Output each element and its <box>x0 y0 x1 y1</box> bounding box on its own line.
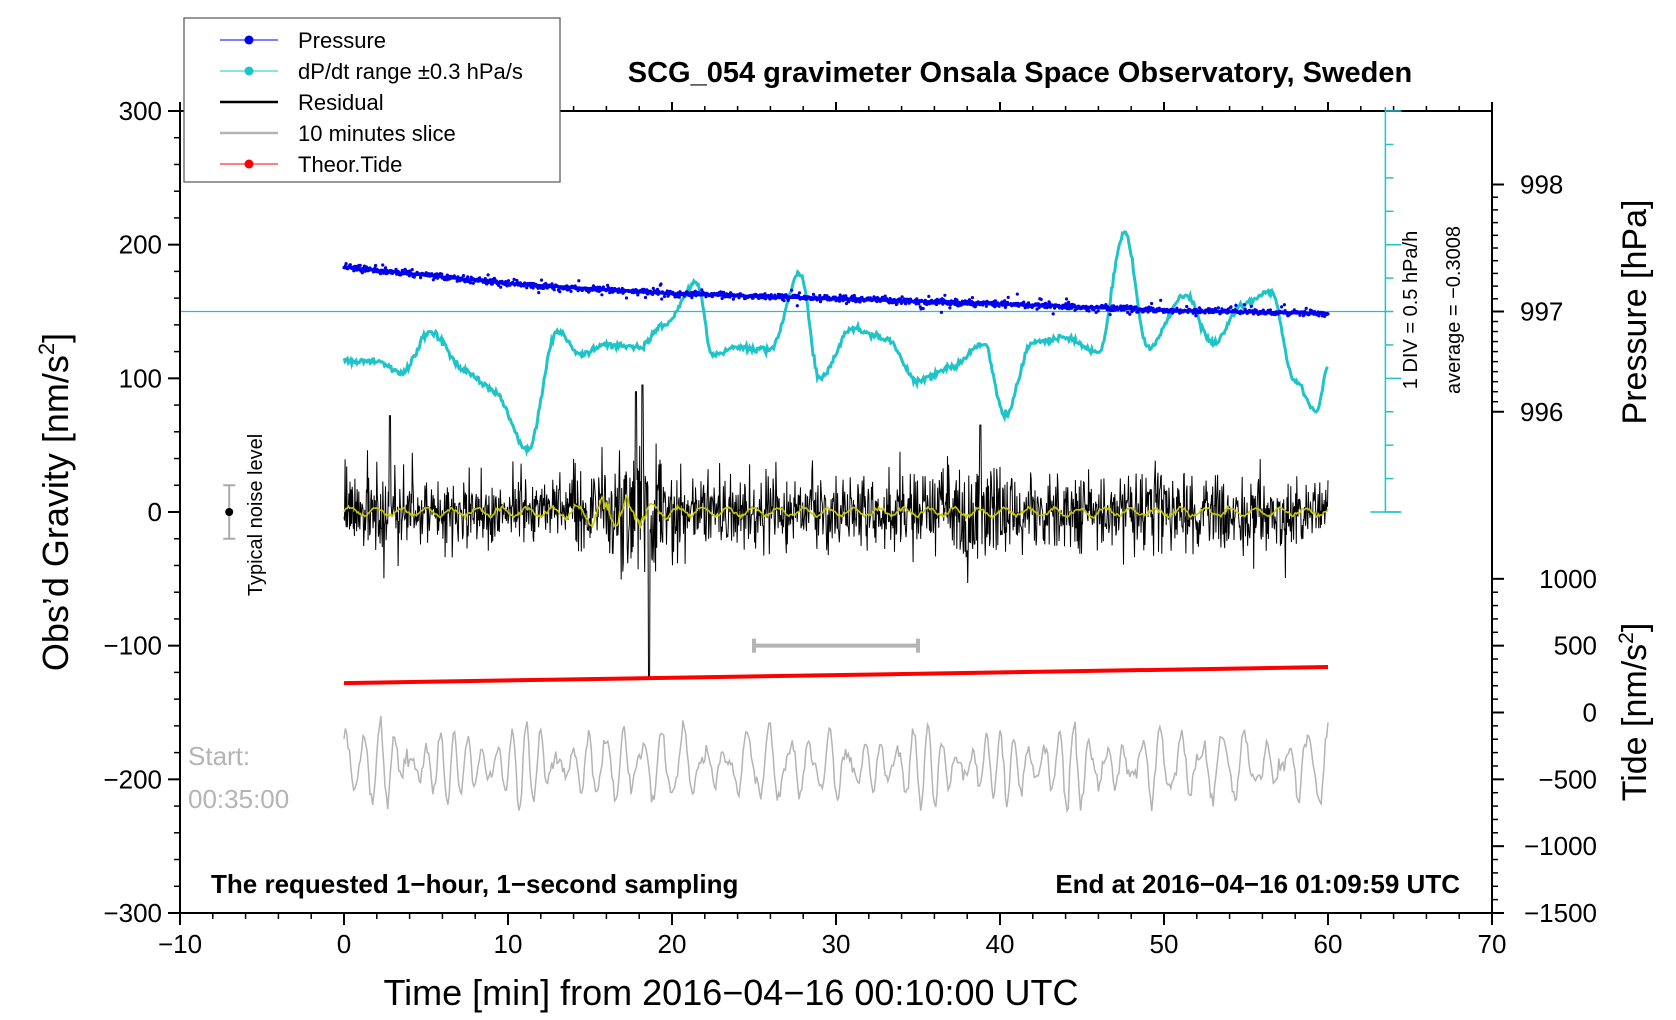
residual-trace <box>343 384 1329 680</box>
start-label: Start: <box>188 741 250 771</box>
pressure-trace <box>342 262 1330 318</box>
div-label: 1 DIV = 0.5 hPa/h <box>1400 231 1422 389</box>
pressure-axis-title: Pressure [hPa] <box>1616 200 1654 425</box>
end-time-label: End at 2016−04−16 01:09:59 UTC <box>1055 869 1460 899</box>
legend-label: Theor.Tide <box>298 152 402 177</box>
noise-label: Typical noise level <box>245 434 267 596</box>
pressure-tick-label: 997 <box>1520 297 1563 327</box>
x-tick-label: 40 <box>986 929 1015 959</box>
legend-label: Pressure <box>298 28 386 53</box>
x-tick-label: 10 <box>494 929 523 959</box>
tide-axis-title-sup: 2 <box>1615 632 1638 644</box>
tide-tick-label: −1000 <box>1524 831 1597 861</box>
sampling-label: The requested 1−hour, 1−second sampling <box>211 869 738 899</box>
start-time: 00:35:00 <box>188 784 289 814</box>
noise-dot <box>225 508 234 516</box>
ten-minute-slice-trace <box>343 715 1329 814</box>
pressure-tick-label: 998 <box>1520 170 1563 200</box>
legend-item: dP/dt range ±0.3 hPa/s <box>220 59 523 84</box>
pressure-line <box>343 265 1329 315</box>
tide-axis-title: Tide [nm/s2] <box>1615 623 1654 802</box>
legend-label: 10 minutes slice <box>298 121 456 146</box>
pressure-tick-label: 996 <box>1520 397 1563 427</box>
y-tick-label: −200 <box>103 764 162 794</box>
legend-item: 10 minutes slice <box>220 121 456 146</box>
y-tick-label: 200 <box>119 230 162 260</box>
x-tick-label: 50 <box>1150 929 1179 959</box>
y-tick-label: 100 <box>119 363 162 393</box>
y-axis-title-left-sup: 2 <box>34 343 59 355</box>
legend-box <box>183 17 561 183</box>
x-tick-label: 70 <box>1478 929 1507 959</box>
tide-tick-label: 1000 <box>1539 564 1597 594</box>
chart-title: SCG_054 gravimeter Onsala Space Observat… <box>628 57 1412 89</box>
annotations: 1 DIV = 0.5 hPa/h average = −0.3008 Typica… <box>188 107 1465 899</box>
legend-label: dP/dt range ±0.3 hPa/s <box>298 59 523 84</box>
y-tick-label: 0 <box>148 497 162 527</box>
tide-axis-title-end: ] <box>1616 623 1654 632</box>
legend-item: Theor.Tide <box>220 152 402 177</box>
y-axis-title-left-end: ] <box>35 333 76 343</box>
y-tick-label: −300 <box>103 898 162 928</box>
axes: −10 0 10 20 30 40 50 60 703002001000−100−200−300… <box>34 57 1654 1013</box>
residual-line <box>343 384 1329 680</box>
y-tick-label: 300 <box>119 96 162 126</box>
legend: Pressure dP/dt range ±0.3 hPa/s Residual 10… <box>183 17 561 183</box>
x-tick-label: 20 <box>658 929 687 959</box>
y-axis-title-left: Obs’d Gravity [nm/s2] <box>34 333 76 671</box>
dpdt-line <box>342 230 1329 458</box>
tide-tick-label: 0 <box>1583 698 1597 728</box>
tide-line <box>343 665 1329 686</box>
average-label: average = −0.3008 <box>1443 226 1465 394</box>
legend-swatch-dot <box>244 35 254 45</box>
legend-swatch-dot <box>244 66 254 76</box>
tide-tick-label: 500 <box>1554 631 1597 661</box>
residual-smoothed-line <box>343 492 1329 530</box>
x-tick-label: 30 <box>822 929 851 959</box>
x-tick-label: 0 <box>337 929 351 959</box>
theoretical-tide-line <box>343 665 1329 686</box>
x-tick-label: 60 <box>1314 929 1343 959</box>
legend-item: Residual <box>220 90 384 115</box>
tide-tick-label: −1500 <box>1524 898 1597 928</box>
y-tick-label: −100 <box>103 631 162 661</box>
x-axis-title: Time [min] from 2016−04−16 00:10:00 UTC <box>383 972 1078 1013</box>
legend-item: Pressure <box>220 28 386 53</box>
legend-swatch-dot <box>244 159 254 169</box>
x-tick-label: −10 <box>158 929 202 959</box>
legend-label: Residual <box>298 90 384 115</box>
slice-line <box>343 715 1329 814</box>
tide-tick-label: −500 <box>1538 764 1597 794</box>
